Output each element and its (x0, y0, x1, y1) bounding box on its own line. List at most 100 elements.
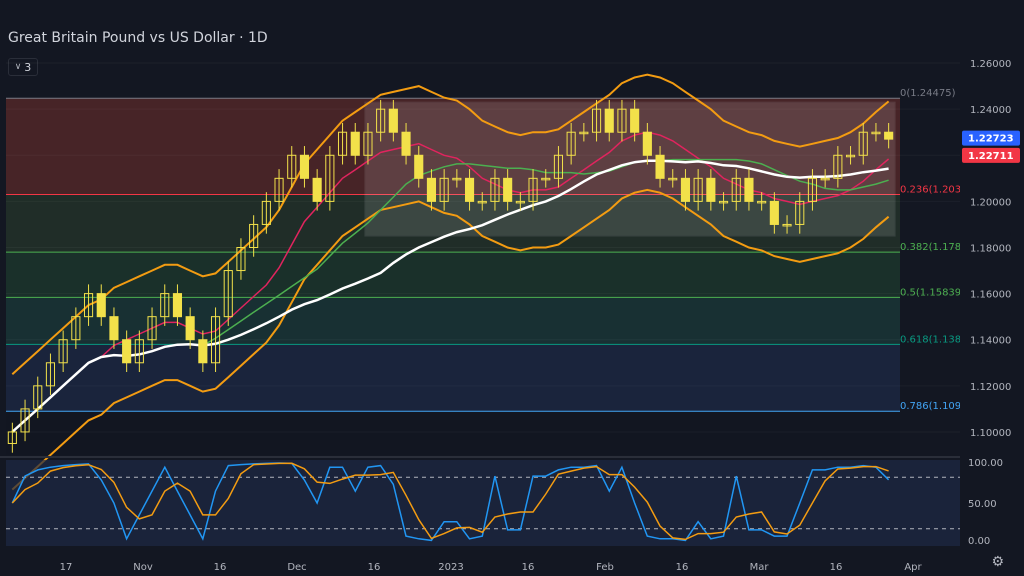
candle-body (71, 316, 81, 341)
chevron-down-icon: ∨ (14, 62, 22, 72)
candle-body (426, 177, 437, 202)
candle-body (503, 177, 513, 202)
candle-body (198, 339, 208, 364)
indicator-count: 3 (24, 60, 32, 74)
candle-body (83, 293, 94, 318)
candle-body (58, 339, 68, 364)
candle-body (566, 131, 576, 156)
candle-body (274, 177, 284, 202)
candle-body (642, 131, 652, 156)
fib-label: 0.382(1.178 (900, 242, 961, 253)
candle-body (376, 108, 386, 133)
price-badge-label: 1.22711 (968, 151, 1014, 162)
candle-body (731, 177, 741, 202)
candle-body (172, 293, 183, 318)
fib-band (6, 344, 900, 412)
stoch-tick-label: 50.00 (968, 499, 997, 510)
fib-bands: 0(1.24475) 0.236(1.203 0.382(1.178 0.5(1.15… (6, 88, 961, 455)
x-tick-label: 16 (214, 562, 227, 573)
candle-body (490, 177, 500, 202)
fib-label: 0.5(1.15839 (900, 287, 961, 298)
candle-body (744, 177, 754, 202)
candle-body (350, 131, 360, 156)
x-tick-label: 16 (522, 562, 535, 573)
fib-band (6, 411, 900, 455)
candle-body (820, 177, 830, 181)
candle-body (515, 200, 525, 204)
candle-body (45, 362, 56, 387)
candle-body (33, 385, 43, 410)
fib-band (6, 297, 900, 345)
candle-body (630, 108, 640, 133)
y-tick-label: 1.14000 (970, 336, 1011, 347)
candle-body (287, 154, 297, 179)
price-badge (962, 147, 1020, 163)
candle-body (833, 154, 843, 179)
x-tick-label: Mar (750, 562, 770, 573)
ema-slow-line (11, 159, 889, 433)
indicators-toggle[interactable]: ∨ 3 (8, 58, 38, 76)
candle-body (845, 154, 856, 158)
x-tick-label: 16 (830, 562, 843, 573)
candle-body (858, 131, 868, 156)
candle-body (553, 154, 564, 179)
candle-body (464, 177, 475, 202)
x-tick-label: 16 (368, 562, 381, 573)
candle-body (680, 177, 691, 202)
price-badge (962, 130, 1020, 146)
ema-fast-line (11, 131, 890, 433)
candle-body (261, 200, 271, 225)
y-tick-label: 1.10000 (970, 428, 1011, 439)
candle-body (655, 154, 665, 179)
candle-body (579, 131, 589, 135)
fib-label: 0.786(1.109 (900, 401, 961, 412)
x-tick-label: 17 (60, 562, 73, 573)
fib-label: 0(1.24475) (900, 88, 956, 99)
stoch-d-line (11, 462, 889, 541)
candles (7, 99, 894, 453)
candle-body (109, 316, 119, 341)
bollinger-upper (11, 73, 890, 376)
fib-label: 0.236(1.203 (900, 184, 961, 195)
fib-band (6, 194, 900, 253)
candle-body (96, 293, 106, 318)
settings-gear-icon[interactable]: ⚙ (991, 554, 1004, 570)
candle-body (528, 177, 538, 202)
candle-body (312, 177, 322, 202)
y-tick-label: 1.24000 (970, 105, 1011, 116)
candle-body (452, 177, 462, 181)
y-tick-label: 1.16000 (970, 290, 1011, 301)
candle-body (210, 316, 221, 364)
candle-body (388, 108, 398, 133)
candle-body (20, 408, 30, 433)
y-tick-label: 1.20000 (970, 197, 1011, 208)
candle-body (325, 154, 335, 202)
candle-body (782, 223, 792, 227)
x-tick-label: Feb (596, 562, 614, 573)
candle-body (414, 154, 424, 179)
candle-body (401, 131, 411, 156)
candle-body (541, 177, 551, 181)
candle-body (706, 177, 716, 202)
stoch-tick-label: 100.00 (968, 458, 1003, 469)
x-tick-label: Apr (904, 562, 922, 573)
candle-body (668, 177, 678, 181)
chart-title: Great Britain Pound vs US Dollar · 1D (8, 30, 268, 46)
candle-body (236, 247, 246, 272)
candle-body (718, 200, 729, 204)
candle-body (477, 200, 487, 204)
stochastic-panel (0, 456, 1024, 546)
candle-body (7, 431, 17, 444)
stoch-tick-label: 0.00 (968, 536, 990, 547)
axes: 1.260001.240001.220001.200001.180001.160… (60, 0, 1024, 576)
stoch-k-line (11, 462, 890, 542)
x-tick-label: Dec (287, 562, 306, 573)
candle-body (185, 316, 195, 341)
candle-body (591, 108, 602, 133)
y-tick-label: 1.18000 (970, 244, 1011, 255)
candle-body (884, 131, 894, 140)
y-tick-label: 1.26000 (970, 59, 1011, 70)
candle-body (147, 316, 157, 341)
indicator-lines (11, 73, 890, 491)
